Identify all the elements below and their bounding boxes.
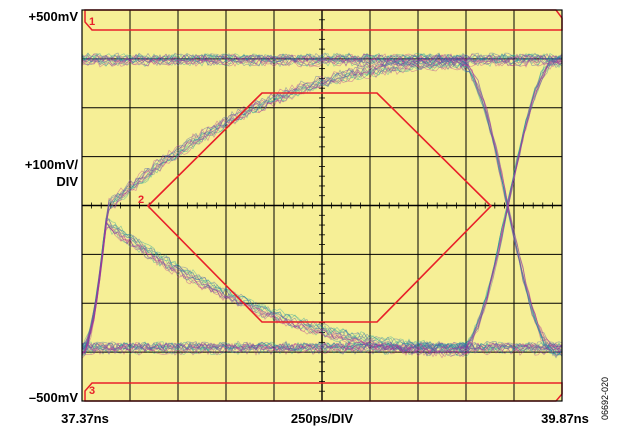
trace-high-rail bbox=[81, 54, 563, 64]
trace-high-rail bbox=[81, 57, 563, 67]
trace-falling-edge bbox=[81, 221, 470, 357]
trace-right-falling bbox=[459, 58, 563, 353]
trace-high-rail bbox=[81, 52, 563, 62]
trace-rising-edge bbox=[81, 61, 470, 357]
trace-right-rising bbox=[459, 60, 563, 352]
trace-low-rail bbox=[81, 341, 563, 351]
trace-right-rising bbox=[459, 56, 563, 349]
trace-right-rising bbox=[459, 61, 563, 357]
trace-right-falling bbox=[459, 56, 563, 348]
trace-low-rail bbox=[81, 346, 563, 355]
trace-rising-edge bbox=[81, 54, 470, 347]
trace-low-rail bbox=[81, 340, 563, 350]
trace-low-rail bbox=[81, 342, 563, 352]
trace-rising-edge bbox=[81, 57, 470, 346]
trace-rising-edge bbox=[81, 61, 470, 355]
trace-high-rail bbox=[81, 54, 563, 64]
trace-high-rail bbox=[81, 57, 563, 67]
trace-rising-edge bbox=[81, 57, 470, 352]
trace-high-rail bbox=[81, 52, 563, 63]
trace-rising-edge bbox=[81, 60, 470, 355]
trace-right-falling bbox=[459, 65, 563, 358]
trace-falling-edge bbox=[81, 221, 470, 356]
trace-high-rail bbox=[81, 54, 563, 64]
trace-rising-edge bbox=[81, 63, 470, 359]
trace-high-rail bbox=[81, 58, 563, 68]
trace-right-rising bbox=[459, 58, 563, 352]
trace-right-falling bbox=[459, 65, 563, 357]
mask-label-1: 1 bbox=[89, 16, 95, 28]
trace-low-rail bbox=[81, 342, 563, 352]
trace-right-falling bbox=[459, 55, 563, 348]
x-start-label: 37.37ns bbox=[61, 411, 109, 426]
y-min-label: –500mV bbox=[28, 390, 78, 405]
trace-right-falling bbox=[459, 62, 563, 356]
mask-label-2: 2 bbox=[138, 194, 144, 206]
trace-falling-edge bbox=[81, 226, 470, 358]
y-scale-label-line2: DIV bbox=[56, 174, 78, 189]
trace-right-falling bbox=[459, 65, 563, 359]
trace-right-rising bbox=[459, 56, 563, 349]
mask-label-3: 3 bbox=[89, 385, 95, 397]
trace-rising-edge bbox=[81, 53, 469, 345]
trace-rising-edge bbox=[81, 57, 470, 350]
trace-high-rail bbox=[81, 58, 563, 68]
trace-low-rail bbox=[81, 341, 563, 352]
trace-high-rail bbox=[81, 58, 563, 68]
trace-low-rail bbox=[81, 341, 563, 351]
trace-falling-edge bbox=[81, 221, 470, 352]
trace-right-rising bbox=[459, 59, 563, 355]
trace-low-rail bbox=[81, 342, 563, 353]
screen-border bbox=[81, 9, 563, 402]
x-scale-label: 250ps/DIV bbox=[290, 411, 354, 426]
trace-high-rail bbox=[81, 53, 563, 63]
trace-rising-edge bbox=[81, 59, 470, 354]
trace-low-rail bbox=[81, 342, 563, 352]
trace-rising-edge bbox=[81, 61, 470, 354]
trace-right-falling bbox=[459, 62, 563, 353]
trace-high-rail bbox=[81, 54, 563, 64]
trace-right-rising bbox=[459, 55, 563, 350]
y-max-label: +500mV bbox=[28, 9, 78, 24]
trace-high-rail bbox=[81, 53, 563, 63]
trace-falling-edge bbox=[81, 217, 470, 351]
trace-right-rising bbox=[459, 61, 563, 356]
trace-right-falling bbox=[459, 57, 563, 352]
trace-low-rail bbox=[81, 345, 563, 356]
trace-right-rising bbox=[459, 56, 563, 348]
trace-falling-edge bbox=[81, 222, 470, 353]
trace-low-rail bbox=[81, 342, 563, 352]
trace-low-rail bbox=[81, 341, 563, 351]
trace-falling-edge bbox=[81, 218, 470, 349]
x-end-label: 39.87ns bbox=[541, 411, 589, 426]
trace-low-rail bbox=[81, 341, 563, 352]
trace-falling-edge bbox=[81, 226, 470, 358]
trace-falling-edge bbox=[81, 219, 470, 350]
trace-falling-edge bbox=[81, 219, 470, 354]
trace-right-falling bbox=[459, 59, 563, 356]
mask-region-2 bbox=[146, 92, 493, 323]
trace-rising-edge bbox=[81, 58, 470, 353]
trace-right-rising bbox=[459, 56, 563, 351]
trace-right-falling bbox=[459, 62, 563, 357]
trace-falling-edge bbox=[81, 225, 470, 359]
trace-right-falling bbox=[459, 63, 563, 357]
trace-right-rising bbox=[459, 56, 563, 348]
y-scale-label-line1: +100mV/ bbox=[24, 157, 78, 172]
trace-high-rail bbox=[81, 53, 563, 63]
trace-right-rising bbox=[459, 57, 563, 350]
trace-falling-edge bbox=[81, 222, 470, 355]
trace-low-rail bbox=[81, 346, 563, 356]
trace-high-rail bbox=[81, 53, 563, 63]
trace-low-rail bbox=[81, 342, 563, 352]
figure-id: 06692-020 bbox=[600, 376, 610, 420]
